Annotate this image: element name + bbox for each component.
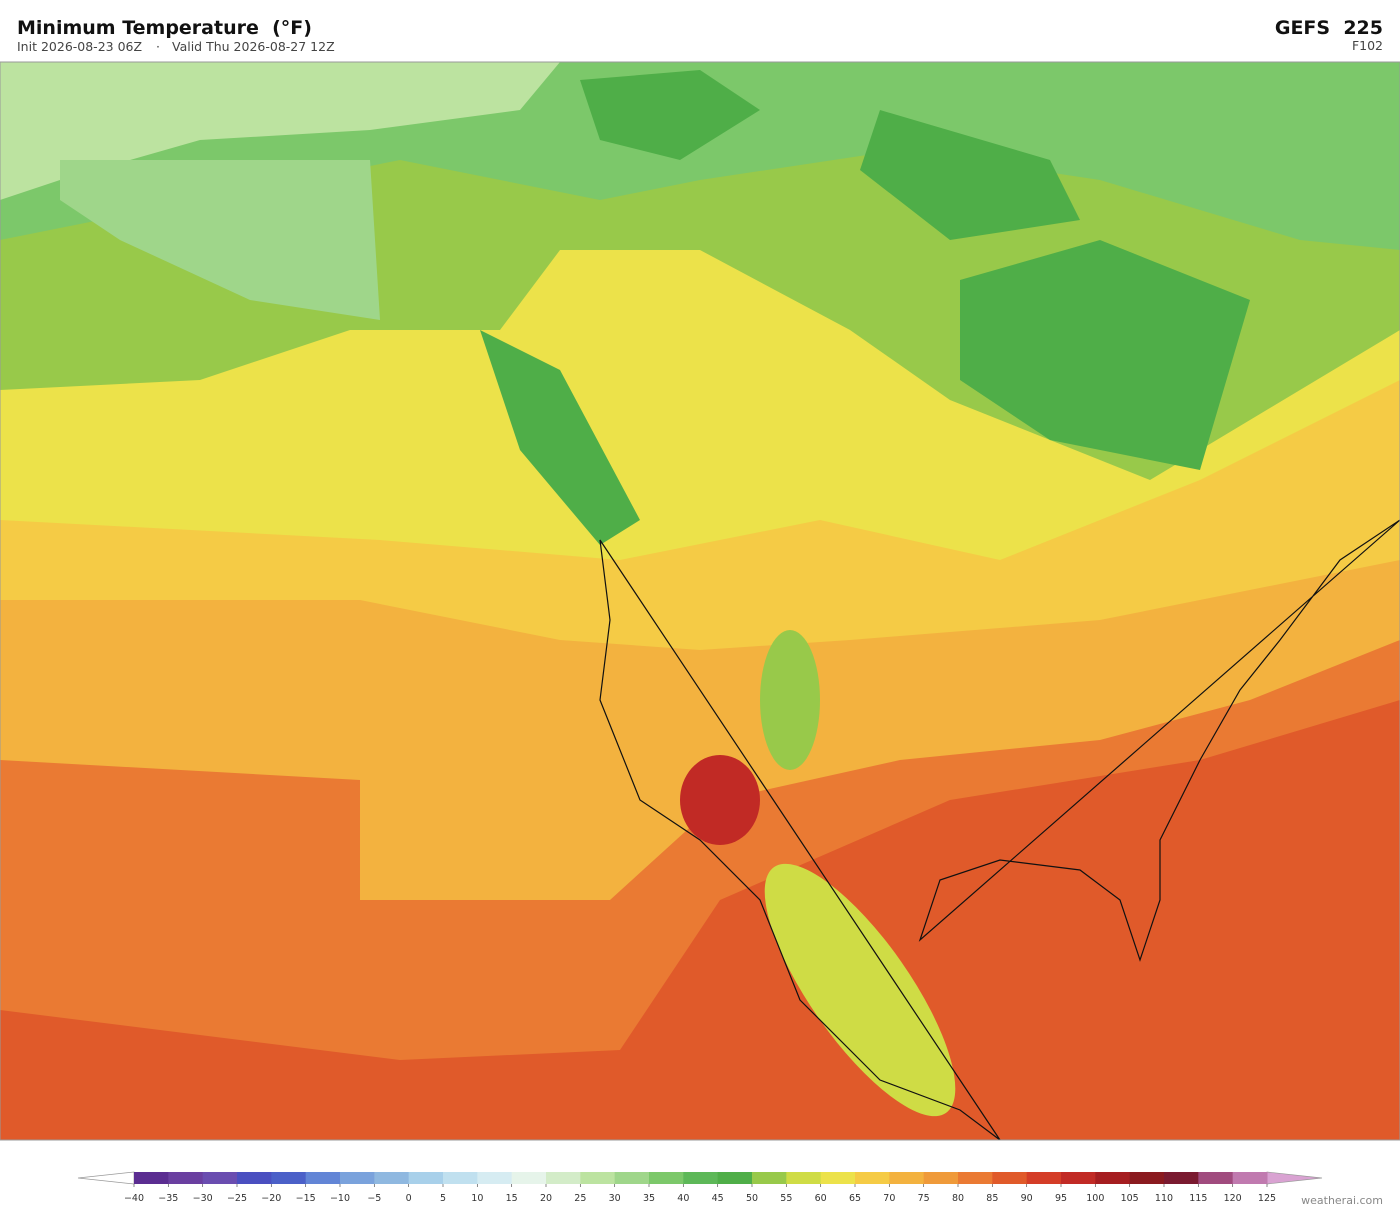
color-swatch (820, 1172, 856, 1184)
temp-band (860, 110, 1080, 240)
colorbar-label: 30 (609, 1193, 621, 1204)
color-swatch (683, 1172, 719, 1184)
colorbar-label: −40 (124, 1193, 144, 1204)
color-swatch (786, 1172, 822, 1184)
color-swatch (1061, 1172, 1096, 1184)
color-swatch (1232, 1172, 1268, 1184)
temp-band (480, 330, 640, 545)
colorbar-label: −10 (330, 1193, 350, 1204)
color-swatch (408, 1172, 444, 1184)
colorbar-label: 65 (849, 1193, 861, 1204)
colorbar: −40 −35 −30 −25 −20 −15 −10 −5 0 5 10 15 20 25 30 35 40 4… (77, 1171, 1323, 1204)
forecast-hour: F102 (1352, 38, 1383, 53)
color-swatch (580, 1172, 616, 1184)
temp-band (960, 240, 1250, 470)
map (0, 61, 1400, 1141)
title: Minimum Temperature (°F) (17, 17, 312, 39)
temp-band (764, 863, 956, 1117)
colorbar-label: 55 (780, 1193, 792, 1204)
init-time: Init 2026-08-23 06Z (17, 39, 142, 54)
colorbar-label: 70 (883, 1193, 895, 1204)
colorbar-label: −20 (261, 1193, 281, 1204)
color-swatch (134, 1172, 169, 1184)
color-swatch (992, 1172, 1028, 1184)
color-swatch (958, 1172, 993, 1184)
valid-time: Valid Thu 2026-08-27 12Z (172, 39, 335, 54)
color-swatch (614, 1172, 650, 1184)
colorbar-label: 115 (1189, 1193, 1207, 1204)
colorbar-label: 20 (540, 1193, 552, 1204)
color-swatch (923, 1172, 959, 1184)
map-frame (0, 61, 1400, 1141)
model-name: GEFS 225 (1275, 17, 1383, 39)
colorbar-label: 10 (471, 1193, 483, 1204)
colorbar-label: 110 (1155, 1193, 1173, 1204)
colorbar-under (77, 1171, 135, 1185)
temp-band (0, 62, 560, 200)
colorbar-label: 0 (406, 1193, 412, 1204)
colorbar-label: −30 (193, 1193, 213, 1204)
color-swatch (1095, 1172, 1131, 1184)
colorbar-label: 80 (952, 1193, 964, 1204)
colorbar-label: 60 (815, 1193, 827, 1204)
color-swatch (202, 1172, 238, 1184)
colorbar-over (1266, 1171, 1323, 1185)
color-swatch (1198, 1172, 1234, 1184)
coastline (599, 539, 1001, 1141)
colorbar-label: 40 (677, 1193, 689, 1204)
color-swatch (237, 1172, 272, 1184)
color-swatch (752, 1172, 787, 1184)
color-swatch (1129, 1172, 1165, 1184)
colorbar-label: 105 (1121, 1193, 1139, 1204)
colorbar-label: 75 (918, 1193, 930, 1204)
colorbar-label: 5 (440, 1193, 446, 1204)
colorbar-label: 90 (1021, 1193, 1033, 1204)
color-swatch (1026, 1172, 1062, 1184)
color-swatch (855, 1172, 890, 1184)
temp-band (60, 160, 380, 320)
colorbar-label: −35 (158, 1193, 178, 1204)
color-swatch (168, 1172, 204, 1184)
colorbar-label: −25 (227, 1193, 247, 1204)
colorbar-label: 35 (643, 1193, 655, 1204)
temp-band (760, 630, 820, 770)
colorbar-label: 125 (1258, 1193, 1276, 1204)
colorbar-label: −15 (296, 1193, 316, 1204)
colorbar-label: 45 (712, 1193, 724, 1204)
color-swatch (889, 1172, 925, 1184)
color-swatch (717, 1172, 753, 1184)
colorbar-label: 95 (1055, 1193, 1067, 1204)
color-swatch (305, 1172, 341, 1184)
temp-band (580, 70, 760, 160)
watermark: weatherai.com (1301, 1194, 1383, 1207)
temp-band (680, 755, 760, 845)
colorbar-label: −5 (367, 1193, 381, 1204)
color-swatch (443, 1172, 478, 1184)
separator: · (156, 39, 160, 54)
colorbar-label: 85 (986, 1193, 998, 1204)
color-swatch (546, 1172, 581, 1184)
color-swatch (271, 1172, 307, 1184)
coastline (918, 519, 1400, 962)
colorbar-label: 15 (506, 1193, 518, 1204)
color-swatch (511, 1172, 547, 1184)
color-swatch (340, 1172, 375, 1184)
colorbar-label: 120 (1224, 1193, 1242, 1204)
colorbar-label: 25 (574, 1193, 586, 1204)
color-swatch (374, 1172, 410, 1184)
colorbar-label: 100 (1086, 1193, 1104, 1204)
color-swatch (649, 1172, 684, 1184)
color-swatch (477, 1172, 513, 1184)
color-swatch (1164, 1172, 1199, 1184)
colorbar-label: 50 (746, 1193, 758, 1204)
